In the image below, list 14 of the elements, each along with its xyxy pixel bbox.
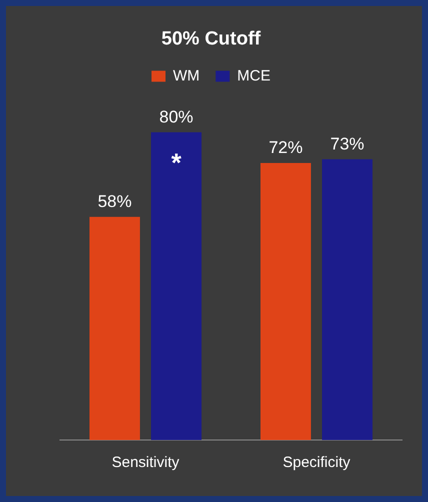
data-label: 80% xyxy=(159,107,194,126)
bar xyxy=(322,159,373,440)
bar xyxy=(151,132,202,440)
x-tick-label: Sensitivity xyxy=(112,454,180,472)
data-label: 58% xyxy=(98,192,132,212)
x-tick-label: Specificity xyxy=(282,454,351,472)
bar xyxy=(89,216,140,440)
annotation: * xyxy=(171,147,182,178)
chart-title: 50% Cutoff xyxy=(161,28,262,50)
data-label: 73% xyxy=(330,134,364,154)
data-label: 72% xyxy=(268,138,303,158)
bar xyxy=(260,163,311,440)
legend-label: WM xyxy=(173,67,200,84)
legend-label: MCE xyxy=(237,67,271,84)
